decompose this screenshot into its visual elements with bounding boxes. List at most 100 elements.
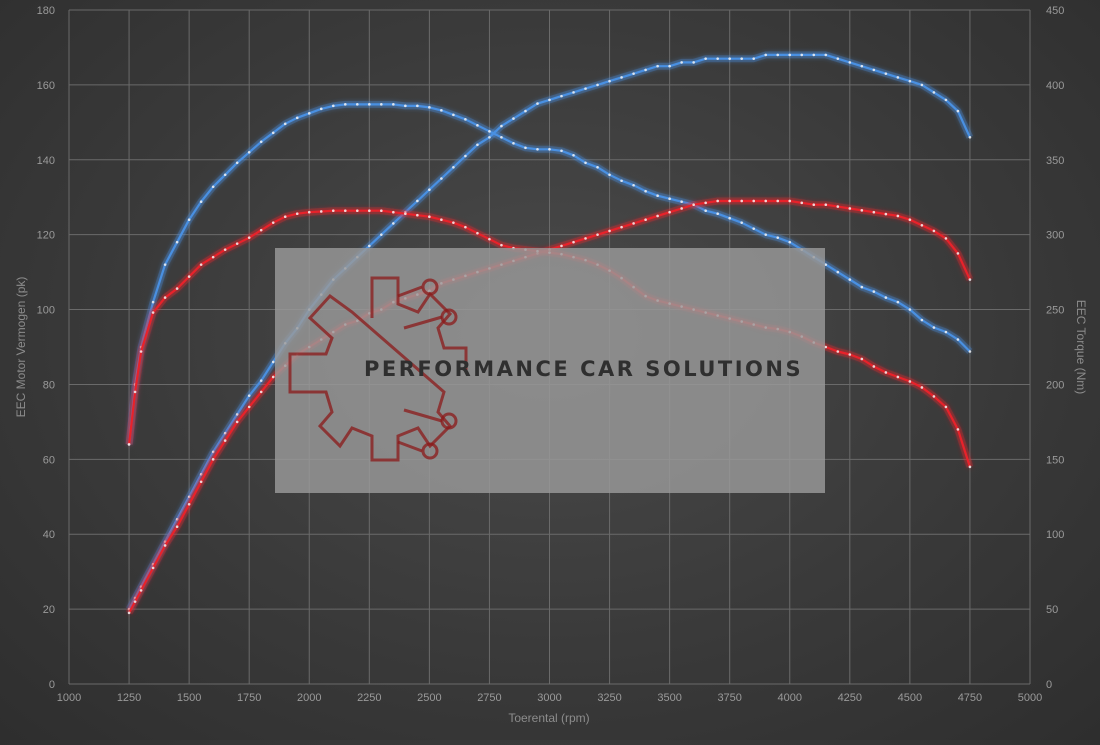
- data-point: [692, 203, 695, 207]
- y-left-tick-label: 60: [43, 454, 55, 466]
- data-point: [752, 199, 756, 203]
- data-point: [368, 209, 371, 213]
- data-point: [163, 540, 167, 544]
- data-point: [464, 154, 467, 158]
- data-point: [908, 79, 912, 83]
- data-point: [380, 209, 383, 213]
- data-point: [211, 185, 215, 189]
- data-point: [932, 229, 936, 233]
- data-point: [968, 136, 972, 139]
- data-point: [920, 386, 924, 389]
- data-point: [319, 107, 323, 111]
- data-point: [836, 57, 840, 60]
- data-point: [235, 242, 239, 245]
- data-point: [512, 117, 515, 120]
- series-line: [128, 103, 971, 445]
- data-point: [896, 76, 900, 79]
- data-point: [175, 525, 179, 529]
- data-point: [175, 287, 179, 290]
- y-left-tick-label: 120: [37, 230, 55, 242]
- data-point: [872, 365, 876, 368]
- data-point: [247, 236, 251, 239]
- data-point: [572, 240, 575, 244]
- data-point: [776, 53, 780, 57]
- y-right-tick-label: 50: [1046, 604, 1058, 616]
- data-point: [271, 131, 275, 135]
- data-point: [271, 221, 275, 224]
- data-point: [956, 252, 960, 255]
- data-point: [536, 102, 539, 105]
- data-point: [163, 544, 167, 547]
- data-point: [968, 278, 972, 281]
- data-point: [596, 165, 599, 169]
- data-point: [464, 225, 467, 229]
- series-2: [125, 100, 973, 446]
- data-point: [608, 79, 611, 83]
- data-point: [133, 390, 137, 394]
- data-point: [404, 104, 407, 108]
- data-point: [752, 57, 756, 60]
- x-tick-label: 3000: [537, 692, 561, 704]
- data-point: [956, 338, 960, 341]
- data-point: [884, 212, 888, 216]
- data-point: [548, 98, 551, 102]
- data-point: [440, 109, 443, 112]
- data-point: [800, 53, 804, 57]
- data-point: [860, 285, 864, 289]
- data-point: [812, 53, 816, 57]
- data-point: [211, 458, 215, 461]
- data-point: [932, 395, 936, 398]
- series-line: [128, 53, 971, 610]
- data-point: [668, 210, 671, 214]
- x-tick-label: 2500: [417, 692, 441, 704]
- data-point: [704, 201, 707, 205]
- data-point: [476, 231, 479, 235]
- x-axis-title: Toerental (rpm): [508, 711, 589, 725]
- data-point: [151, 311, 155, 314]
- data-point: [896, 300, 900, 304]
- data-point: [452, 165, 455, 169]
- data-point: [860, 357, 864, 361]
- data-point: [860, 64, 864, 68]
- data-point: [764, 199, 768, 203]
- data-point: [319, 210, 323, 213]
- data-point: [764, 233, 768, 236]
- data-point: [620, 179, 623, 183]
- watermark-logo: PERFORMANCE CAR SOLUTIONS: [275, 248, 825, 493]
- data-point: [728, 199, 731, 203]
- data-point: [259, 140, 263, 144]
- data-point: [704, 57, 707, 60]
- data-point: [127, 611, 131, 615]
- data-point: [175, 517, 179, 521]
- y-left-tick-label: 0: [49, 679, 55, 691]
- data-point: [416, 104, 419, 108]
- data-point: [836, 270, 840, 274]
- data-point: [295, 212, 299, 215]
- data-point: [848, 353, 852, 356]
- y-right-tick-label: 250: [1046, 305, 1064, 317]
- data-point: [860, 209, 864, 212]
- data-point: [548, 147, 551, 151]
- data-point: [163, 263, 167, 266]
- data-point: [632, 222, 635, 225]
- data-point: [139, 350, 143, 353]
- y-left-tick-label: 100: [37, 305, 55, 317]
- data-point: [596, 233, 599, 236]
- data-point: [524, 146, 527, 150]
- data-point: [728, 216, 731, 220]
- x-tick-label: 4000: [778, 692, 802, 704]
- data-point: [728, 57, 731, 60]
- data-point: [223, 173, 227, 177]
- data-point: [356, 103, 359, 106]
- data-point: [199, 473, 203, 476]
- data-point: [752, 227, 756, 230]
- x-tick-label: 2000: [297, 692, 321, 704]
- data-point: [608, 229, 611, 233]
- data-point: [283, 215, 287, 218]
- y-left-tick-label: 140: [37, 155, 55, 167]
- data-point: [932, 326, 936, 329]
- data-point: [764, 53, 768, 57]
- data-point: [476, 124, 479, 127]
- data-point: [920, 224, 924, 227]
- y-right-tick-label: 150: [1046, 454, 1064, 466]
